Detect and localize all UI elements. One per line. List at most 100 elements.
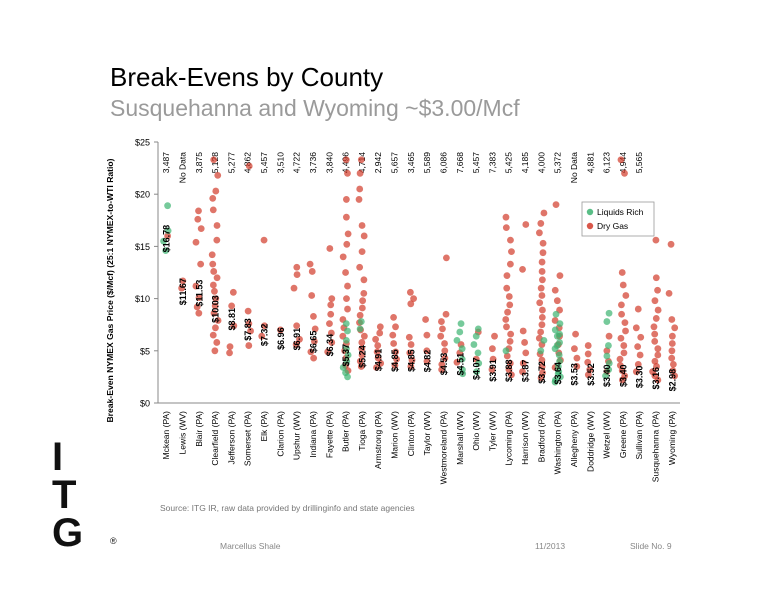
top-count-label: 4,722: [292, 152, 302, 174]
dry-gas-point: [406, 288, 414, 296]
top-count-label: 4,862: [243, 152, 253, 174]
dry-gas-point: [632, 324, 640, 332]
dry-gas-point: [538, 268, 546, 275]
dry-gas-point: [622, 327, 629, 335]
dry-gas-point: [374, 354, 382, 362]
dry-gas-point: [508, 248, 515, 256]
dry-gas-point: [358, 345, 366, 353]
x-tick-label: Ohio (WV): [471, 411, 481, 451]
top-count-label: 5,565: [634, 152, 644, 174]
dry-gas-point: [536, 299, 544, 307]
liquids-rich-point: [458, 345, 466, 353]
dry-gas-point: [376, 323, 384, 331]
dry-gas-point: [491, 332, 498, 340]
dry-gas-point: [616, 362, 624, 369]
dry-gas-point: [226, 349, 233, 357]
liquids-rich-point: [556, 357, 563, 365]
slide-title: Break-Evens by County: [110, 62, 384, 92]
x-tick-label: Lycoming (PA): [504, 411, 514, 466]
dry-gas-point: [213, 236, 221, 244]
legend-marker: [586, 222, 594, 230]
liquids-rich-point: [344, 327, 351, 335]
dry-gas-point: [310, 354, 318, 362]
dry-gas-point: [213, 339, 221, 346]
x-tick-label: Tyler (WV): [487, 411, 497, 451]
dry-gas-point: [339, 253, 347, 261]
dry-gas-point: [488, 366, 496, 373]
dry-gas-point: [573, 363, 581, 370]
x-tick-label: Butler (PA): [341, 411, 351, 452]
y-tick-label: $0: [140, 399, 150, 409]
x-tick-label: Greene (PA): [618, 411, 628, 458]
dry-gas-point: [209, 331, 217, 339]
dry-gas-point: [506, 301, 514, 309]
dry-gas-point: [668, 316, 676, 323]
liquids-rich-point: [554, 363, 562, 370]
break-even-label: $8.81: [227, 308, 237, 331]
liquids-rich-point: [551, 326, 559, 334]
dry-gas-point: [422, 316, 429, 323]
liquids-rich-point: [556, 320, 564, 328]
liquids-rich-point: [344, 351, 352, 359]
dry-gas-point: [356, 311, 364, 319]
dry-gas-point: [540, 209, 548, 217]
x-tick-label: Marshall (WV): [455, 411, 465, 465]
dry-gas-point: [637, 333, 645, 341]
dry-gas-point: [164, 232, 171, 240]
footer-date: 11/2013: [535, 541, 566, 551]
dry-gas-point: [195, 207, 202, 215]
dry-gas-point: [519, 368, 526, 376]
x-tick-label: Taylor (WV): [422, 411, 432, 456]
dry-gas-point: [342, 269, 349, 276]
dry-gas-point: [391, 362, 399, 369]
legend-label: Dry Gas: [597, 221, 628, 231]
logo-letter-g: G: [52, 511, 84, 555]
x-tick-label: Sullivan (PA): [634, 411, 644, 460]
dry-gas-point: [195, 294, 203, 301]
dry-gas-point: [360, 332, 368, 340]
dry-gas-point: [247, 327, 254, 335]
dry-gas-point: [551, 286, 559, 294]
break-even-label: $11.53: [194, 280, 204, 307]
dry-gas-point: [618, 310, 625, 318]
dry-gas-point: [667, 240, 675, 248]
break-even-label: $4.82: [423, 350, 433, 373]
dry-gas-point: [668, 347, 676, 355]
liquids-rich-point: [551, 376, 559, 384]
dry-gas-point: [192, 238, 200, 246]
footer-slide-number: Slide No. 9: [630, 541, 672, 551]
liquids-rich-point: [356, 325, 364, 333]
dry-gas-point: [195, 309, 203, 317]
dry-gas-point: [209, 281, 217, 289]
dry-gas-point: [292, 341, 300, 348]
dry-gas-point: [539, 306, 546, 314]
liquids-rich-point: [343, 357, 351, 365]
x-tick-label: Marion (WV): [390, 411, 400, 459]
dry-gas-point: [438, 360, 446, 368]
dry-gas-point: [355, 196, 363, 203]
slide-subtitle: Susquehanna and Wyoming ~$3.00/Mcf: [110, 95, 520, 121]
dry-gas-point: [617, 156, 625, 164]
dry-gas-point: [293, 271, 301, 278]
dry-gas-point: [669, 360, 677, 368]
dry-gas-point: [410, 295, 417, 302]
dry-gas-point: [357, 363, 365, 370]
x-tick-label: Fayette (PA): [324, 411, 334, 458]
dry-gas-point: [328, 295, 336, 302]
dry-gas-point: [538, 356, 546, 364]
liquids-rich-point: [603, 352, 611, 360]
break-even-label: $6.65: [308, 331, 318, 354]
dry-gas-point: [621, 319, 629, 327]
dry-gas-point: [406, 349, 414, 357]
dry-gas-point: [503, 284, 511, 292]
liquids-rich-point: [342, 320, 350, 328]
dry-gas-point: [209, 206, 217, 214]
dry-gas-point: [372, 335, 379, 343]
break-even-label: $3.91: [488, 359, 498, 382]
x-tick-label: Upshur (WV): [292, 411, 302, 460]
liquids-rich-point: [474, 325, 482, 333]
dry-gas-point: [537, 374, 545, 382]
liquids-rich-point: [457, 320, 465, 328]
dry-gas-point: [214, 317, 222, 324]
liquids-rich-point: [552, 310, 560, 318]
